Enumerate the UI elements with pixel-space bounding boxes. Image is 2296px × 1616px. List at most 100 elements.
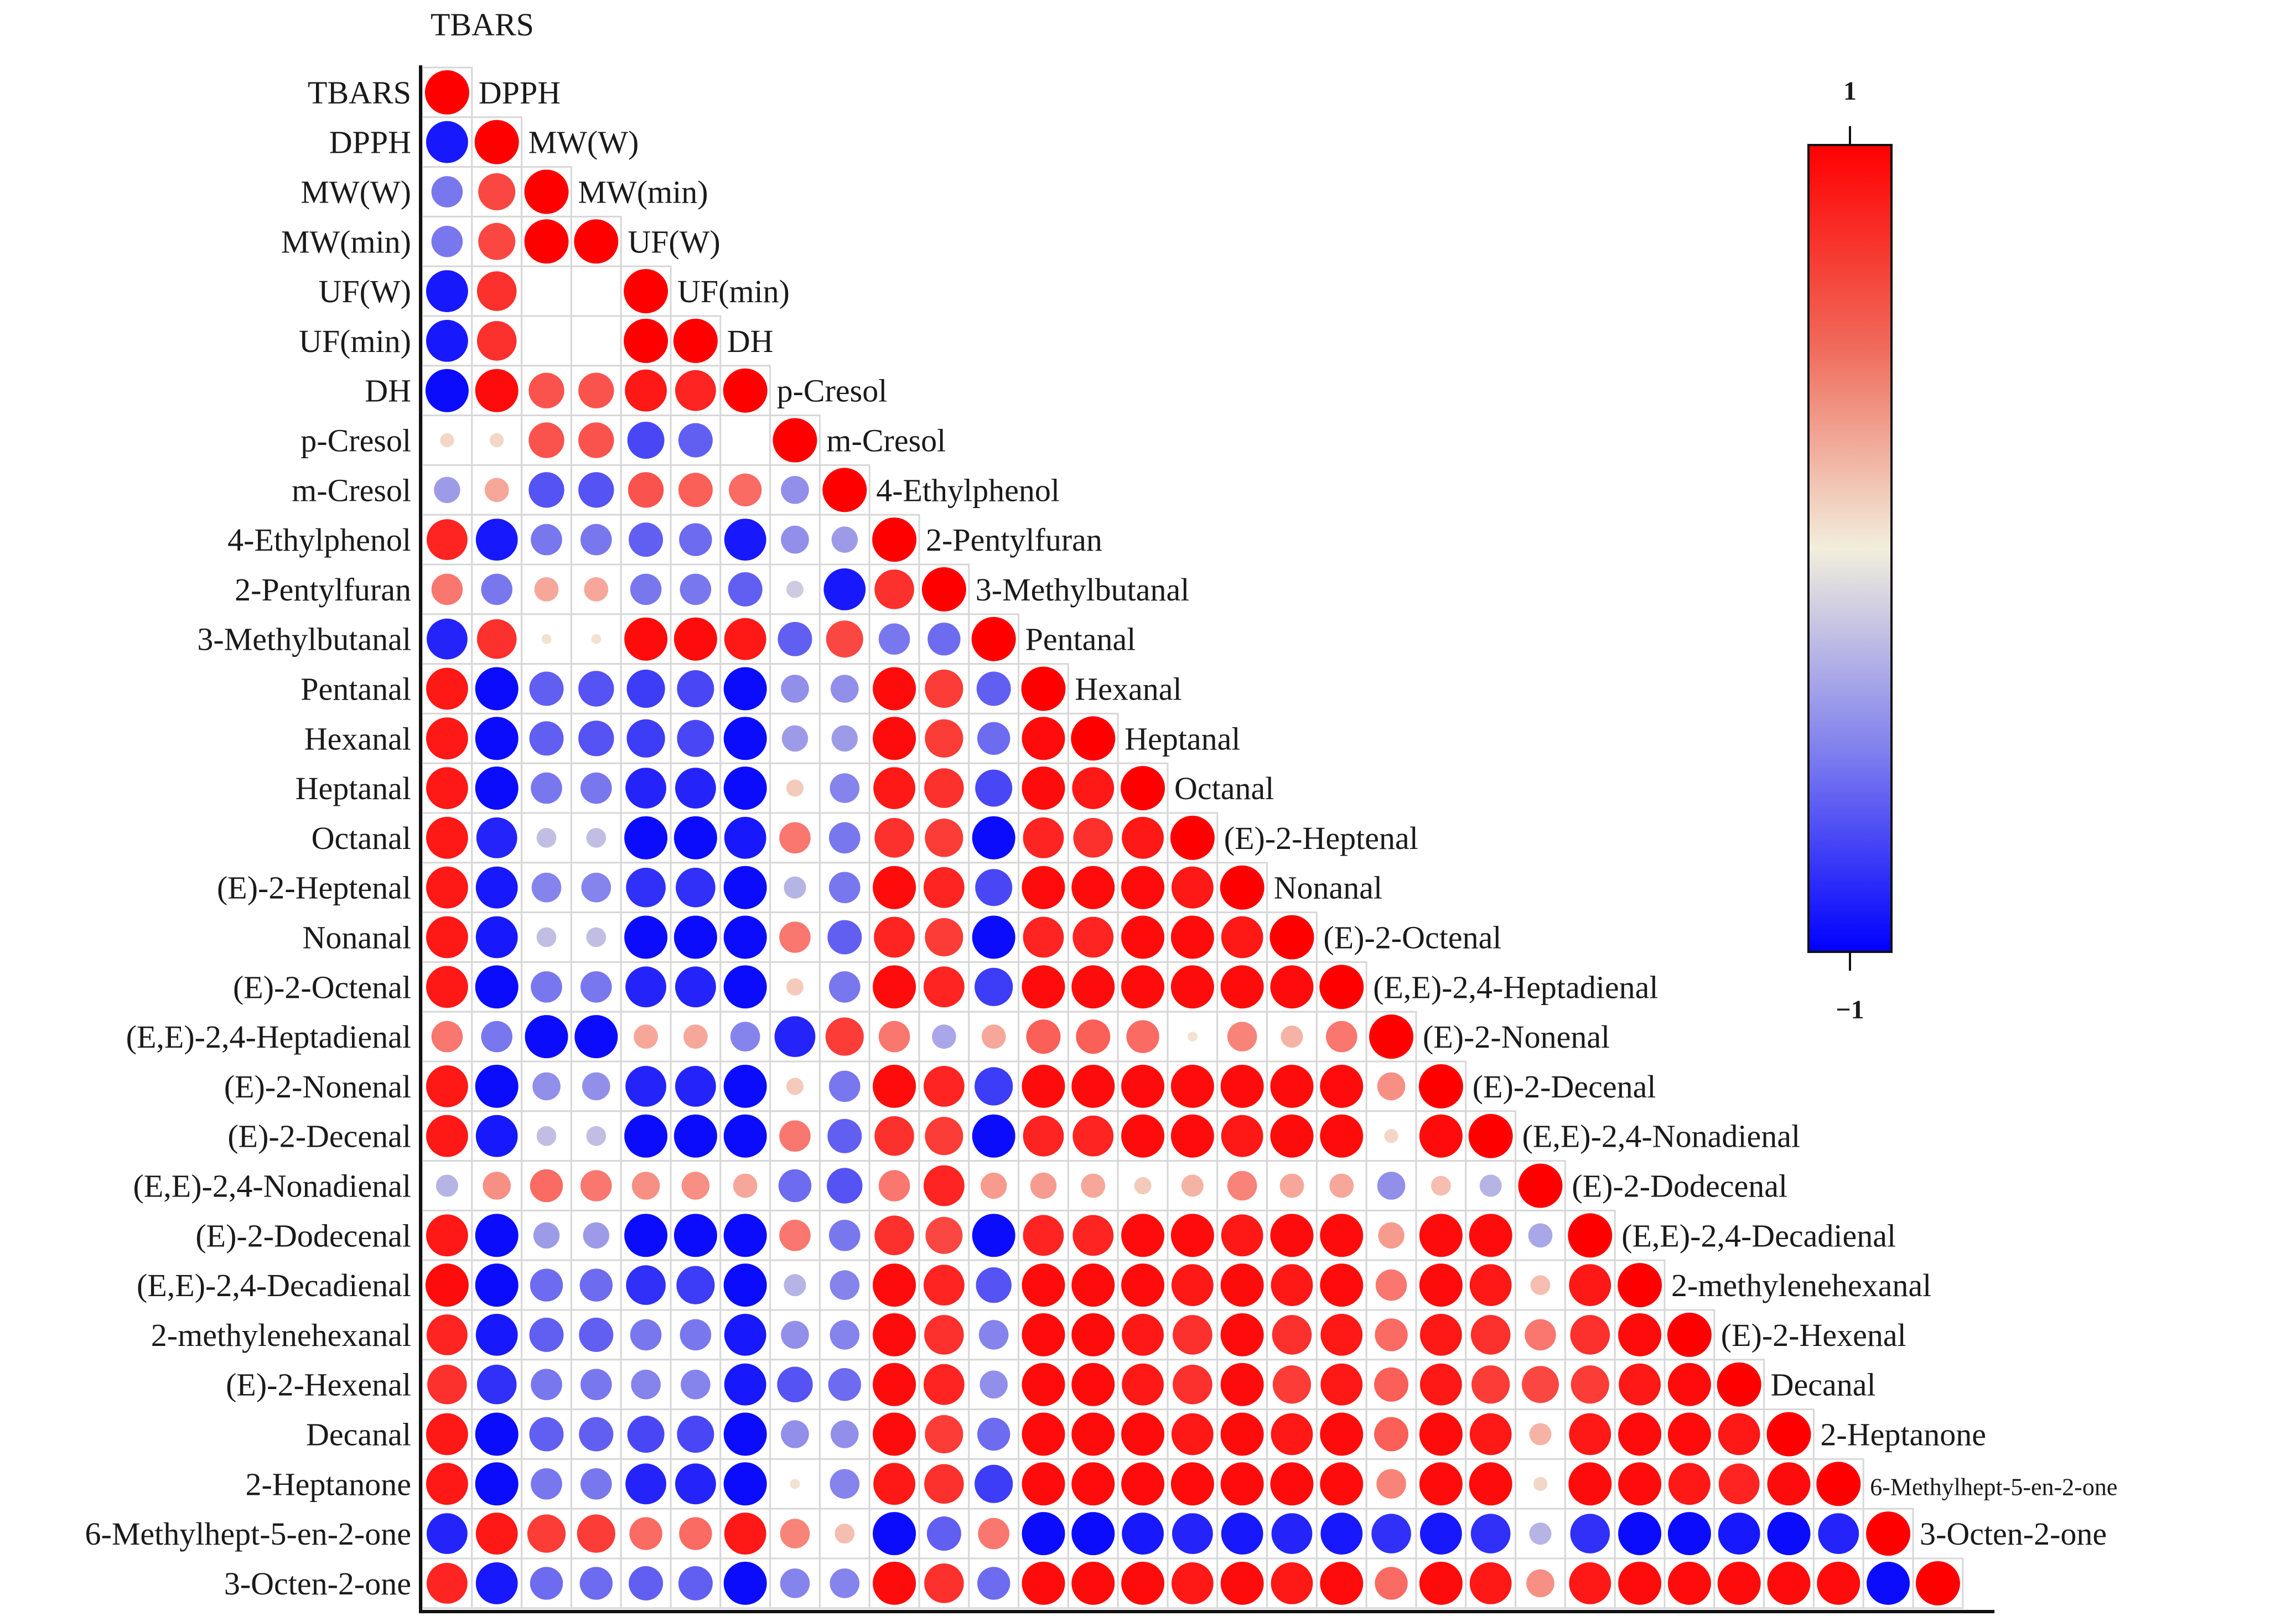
corr-circle-e-e-2-4-decadienal-dpph	[475, 1263, 519, 1307]
corr-circle-2-heptanone-2-pentylfuran	[924, 1464, 964, 1504]
corr-circle-p-cresol-mw-min	[578, 422, 614, 458]
diagonal-label-e-e-2-4-nonadienal: (E,E)-2,4-Nonadienal	[1522, 1118, 1800, 1154]
corr-circle-e-2-hexenal-uf-min	[681, 1369, 711, 1400]
corr-circle-3-octen-2-one-decanal	[1767, 1561, 1811, 1605]
corr-circle-3-octen-2-one-6-methylhept-5-en-2-one	[1867, 1561, 1910, 1605]
corr-circle-e-e-2-4-nonadienal-nonanal	[1279, 1173, 1304, 1198]
row-label-decanal: Decanal	[306, 1417, 411, 1453]
corr-circle-heptanal-dpph	[475, 766, 519, 810]
corr-circle-2-heptanone-tbars	[426, 1463, 468, 1505]
corr-circle-3-octen-2-one-e-2-octenal	[1320, 1561, 1364, 1605]
row-label-octanal: Octanal	[312, 820, 411, 856]
diagonal-label-octanal: Octanal	[1174, 770, 1274, 806]
corr-circle-e-e-2-4-nonadienal-e-2-heptenal	[1227, 1170, 1257, 1201]
corr-circle-e-e-2-4-nonadienal-e-e-2-4-nonadienal	[1518, 1163, 1563, 1208]
corr-circle-2-heptanone-nonanal	[1270, 1462, 1314, 1506]
corr-circle-e-2-nonenal-nonanal	[1270, 1064, 1314, 1108]
corr-circle-e-e-2-4-decadienal-tbars	[425, 1263, 469, 1307]
corr-circle-dpph-tbars	[426, 121, 468, 163]
corr-circle-3-octen-2-one-e-2-nonenal	[1419, 1561, 1463, 1605]
diagonal-label-m-cresol: m-Cresol	[826, 423, 946, 459]
corr-circle-e-e-2-4-heptadienal-octanal	[1188, 1032, 1198, 1042]
corr-circle-e-2-hexenal-nonanal	[1272, 1365, 1312, 1404]
row-label-mw-w: MW(W)	[300, 174, 411, 210]
diagonal-label-p-cresol: p-Cresol	[777, 373, 888, 409]
corr-circle-e-e-2-4-decadienal-heptanal	[1121, 1263, 1165, 1307]
corr-circle-2-methylenehexanal-e-2-octenal	[1320, 1314, 1363, 1356]
corr-circle-hexanal-tbars	[426, 717, 468, 760]
corr-circle-decanal-hexanal	[1071, 1412, 1115, 1456]
diagonal-label-e-2-hexenal: (E)-2-Hexenal	[1721, 1317, 1906, 1353]
corr-circle-e-2-hexenal-e-e-2-4-nonadienal	[1522, 1366, 1559, 1403]
row-label-m-cresol: m-Cresol	[292, 472, 411, 508]
corr-circle-m-cresol-mw-w	[528, 472, 564, 508]
corr-circle-4-ethylphenol-p-cresol	[781, 525, 809, 554]
row-label-mw-min: MW(min)	[281, 224, 411, 260]
corr-circle-nonanal-hexanal	[1072, 916, 1114, 958]
corr-circle-3-methylbutanal-mw-min	[591, 634, 602, 644]
corr-circle-4-ethylphenol-4-ethylphenol	[872, 517, 917, 562]
corr-circle-decanal-e-2-decenal	[1469, 1413, 1512, 1456]
diagonal-label-mw-w: MW(W)	[528, 125, 639, 160]
corr-circle-nonanal-2-pentylfuran	[925, 918, 963, 957]
corr-circle-6-methylhept-5-en-2-one-mw-min	[577, 1514, 615, 1553]
corr-circle-6-methylhept-5-en-2-one-4-ethylphenol	[873, 1512, 916, 1556]
corr-circle-e-e-2-4-heptadienal-uf-min	[683, 1024, 708, 1049]
row-label-e-e-2-4-heptadienal: (E,E)-2,4-Heptadienal	[126, 1019, 411, 1055]
corr-circle-3-methylbutanal-2-pentylfuran	[927, 623, 961, 656]
corr-circle-e-2-octenal-dh	[723, 965, 767, 1009]
corr-circle-decanal-e-2-dodecenal	[1569, 1413, 1611, 1456]
corr-circle-decanal-nonanal	[1271, 1413, 1313, 1456]
diagonal-label-dh: DH	[727, 323, 774, 359]
color-legend: 1 −1	[1807, 76, 1893, 1024]
corr-circle-heptanal-mw-min	[581, 772, 612, 804]
corr-circle-pentanal-pentanal	[1021, 666, 1066, 711]
corr-circle-6-methylhept-5-en-2-one-heptanal	[1122, 1513, 1164, 1555]
corr-circle-e-e-2-4-nonadienal-hexanal	[1081, 1173, 1106, 1198]
row-label-4-ethylphenol: 4-Ethylphenol	[227, 522, 411, 558]
corr-circle-e-2-decenal-dh	[723, 1114, 767, 1158]
corr-circle-e-e-2-4-decadienal-e-2-nonenal	[1419, 1263, 1463, 1307]
corr-circle-e-2-dodecenal-pentanal	[1023, 1215, 1064, 1256]
row-label-pentanal: Pentanal	[300, 671, 411, 707]
corr-circle-heptanal-3-methylbutanal	[975, 769, 1013, 807]
corr-circle-heptanal-pentanal	[1022, 766, 1065, 810]
corr-circle-e-e-2-4-heptadienal-hexanal	[1076, 1019, 1111, 1054]
corr-circle-3-octen-2-one-3-octen-2-one	[1915, 1561, 1960, 1605]
corr-circle-mw-min-tbars	[431, 226, 463, 257]
corr-circle-e-e-2-4-decadienal-uf-w	[626, 1265, 666, 1305]
corr-circle-nonanal-m-cresol	[827, 920, 862, 955]
diagonal-label-3-methylbutanal: 3-Methylbutanal	[976, 572, 1190, 608]
corr-circle-e-e-2-4-decadienal-nonanal	[1271, 1264, 1313, 1307]
corr-circle-e-e-2-4-decadienal-dh	[723, 1263, 767, 1307]
corr-circle-decanal-e-2-octenal	[1320, 1412, 1364, 1456]
corr-circle-e-e-2-4-decadienal-pentanal	[1022, 1263, 1065, 1307]
corr-circle-e-e-2-4-nonadienal-3-methylbutanal	[981, 1172, 1007, 1199]
corr-circle-3-octen-2-one-uf-w	[629, 1566, 664, 1601]
corr-circle-2-heptanone-2-heptanone	[1816, 1462, 1861, 1506]
corr-circle-e-2-nonenal-2-pentylfuran	[924, 1066, 965, 1107]
corr-circle-2-pentylfuran-tbars	[431, 573, 463, 605]
corr-circle-pentanal-dpph	[475, 667, 519, 711]
corr-circle-e-2-dodecenal-octanal	[1170, 1214, 1214, 1257]
corr-circle-octanal-mw-min	[586, 828, 607, 848]
corr-circle-3-octen-2-one-e-e-2-4-decadienal	[1618, 1561, 1662, 1605]
corr-circle-3-octen-2-one-tbars	[427, 1563, 468, 1604]
corr-circle-e-2-hexenal-p-cresol	[777, 1366, 813, 1402]
corr-circle-2-methylenehexanal-e-e-2-4-heptadienal	[1375, 1318, 1408, 1351]
corr-circle-uf-w-dpph	[476, 271, 517, 311]
corr-circle-e-e-2-4-nonadienal-heptanal	[1134, 1177, 1152, 1194]
corr-circle-e-2-heptenal-p-cresol	[784, 876, 806, 899]
grid-cell	[968, 1359, 1020, 1411]
corr-circle-e-e-2-4-decadienal-e-e-2-4-nonadienal	[1530, 1275, 1551, 1296]
corr-circle-e-2-hexenal-e-2-hexenal	[1717, 1362, 1761, 1407]
row-label-2-heptanone: 2-Heptanone	[245, 1466, 411, 1502]
corr-circle-e-2-decenal-p-cresol	[779, 1120, 811, 1152]
corr-circle-6-methylhept-5-en-2-one-mw-w	[527, 1514, 566, 1553]
corr-circle-octanal-mw-w	[536, 828, 557, 848]
corr-circle-e-2-hexenal-e-2-nonenal	[1420, 1363, 1462, 1406]
corr-circle-m-cresol-p-cresol	[781, 476, 809, 504]
corr-circle-2-heptanone-3-methylbutanal	[975, 1464, 1013, 1503]
corr-circle-e-2-dodecenal-heptanal	[1121, 1214, 1165, 1257]
corr-circle-pentanal-uf-min	[677, 670, 714, 707]
